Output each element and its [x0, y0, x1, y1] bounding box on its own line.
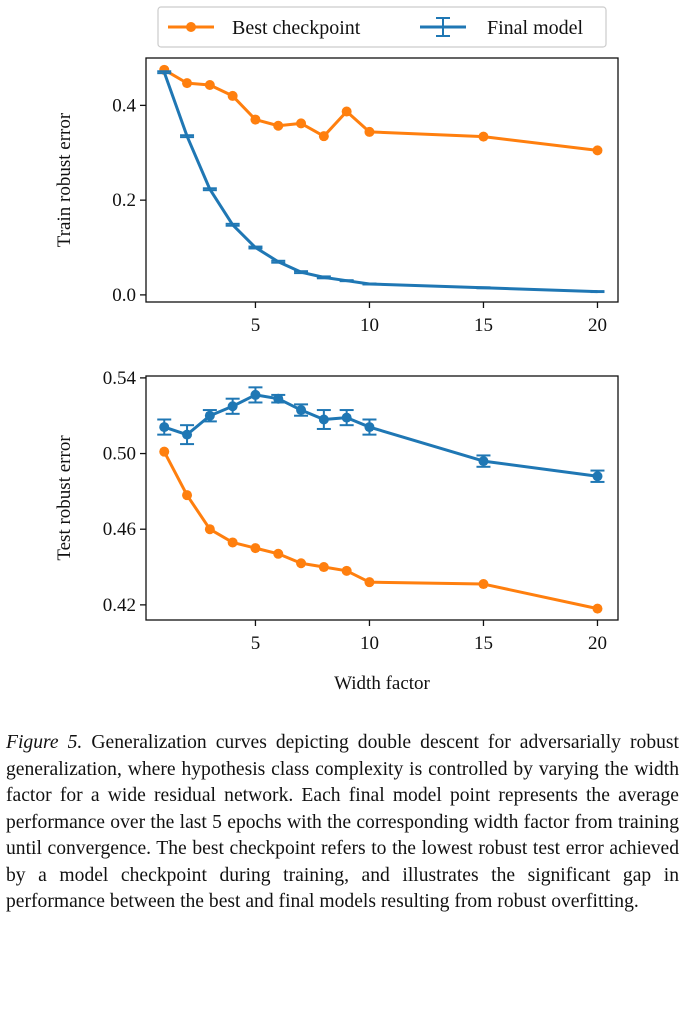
test-error-point-best-checkpoint: [364, 577, 375, 588]
train-error-ylabel: Train robust error: [54, 112, 75, 247]
test-error-point-final-model: [592, 471, 603, 482]
train-error-xtick-label: 5: [251, 315, 261, 336]
train-error-point-best-checkpoint: [250, 114, 261, 125]
test-error-point-final-model: [318, 414, 329, 425]
caption-text: Generalization curves depicting double d…: [6, 732, 679, 912]
test-error-point-best-checkpoint: [182, 490, 193, 501]
train-error-line-best-checkpoint: [163, 68, 598, 152]
test-error-point-final-model: [478, 456, 489, 467]
test-error-marks: [157, 386, 605, 614]
train-error-line-final-model: [162, 71, 598, 294]
legend-entry-best-checkpoint: Best checkpoint: [168, 17, 361, 39]
test-error-xtick-label: 20: [588, 633, 607, 654]
test-error-point-final-model: [250, 389, 261, 400]
train-error-xtick-label: 10: [360, 315, 379, 336]
train-error-point-best-checkpoint: [341, 106, 352, 117]
train-error-ytick-label: 0.4: [112, 95, 136, 116]
train-error-point-best-checkpoint: [478, 131, 489, 142]
legend-marker-best-checkpoint: [186, 22, 196, 32]
test-error-point-best-checkpoint: [273, 548, 284, 559]
legend-entry-final-model: Final model: [420, 17, 584, 39]
test-error-xlabel: Width factor: [334, 673, 430, 694]
legend: Best checkpoint Final model: [157, 6, 607, 48]
test-error-ylabel: Test robust error: [54, 435, 75, 561]
legend-frame: [157, 6, 607, 48]
test-error-ytick-label: 0.46: [103, 519, 136, 540]
train-error-marks: [157, 64, 605, 294]
train-error-axes-frame: [145, 57, 619, 303]
test-error-point-best-checkpoint: [341, 565, 352, 576]
test-error-point-final-model: [341, 412, 352, 423]
figure: Best checkpoint Final model 5 10 15 20 0.0 0.…: [54, 6, 619, 694]
train-error-ticks: 5 10 15 20 0.0 0.2 0.4: [112, 95, 607, 336]
test-error-ticks: 5 10 15 20 0.42 0.46 0.50 0.54: [103, 368, 607, 654]
test-error-point-best-checkpoint: [204, 524, 215, 535]
train-error-point-best-checkpoint: [227, 90, 238, 101]
test-error-xtick-label: 15: [474, 633, 493, 654]
test-error-point-final-model: [227, 401, 238, 412]
legend-label-final-model: Final model: [487, 17, 584, 39]
train-error-point-best-checkpoint: [204, 80, 215, 91]
test-error-point-final-model: [273, 393, 284, 404]
test-error-ytick-label: 0.42: [103, 595, 136, 616]
test-error-point-final-model: [204, 410, 215, 421]
test-error-point-best-checkpoint: [478, 579, 489, 590]
test-error-ytick-label: 0.54: [103, 368, 137, 389]
train-error-xtick-label: 15: [474, 315, 493, 336]
test-error-point-best-checkpoint: [318, 562, 329, 573]
test-error-point-final-model: [296, 405, 307, 416]
test-error-panel: 5 10 15 20 0.42 0.46 0.50 0.54 Test robust erro…: [54, 368, 619, 694]
train-error-point-best-checkpoint: [364, 126, 375, 137]
train-error-point-best-checkpoint: [318, 131, 329, 142]
test-error-ytick-label: 0.50: [103, 444, 136, 465]
test-error-point-final-model: [159, 422, 170, 433]
figure-caption: Figure 5. Generalization curves depictin…: [6, 730, 679, 916]
test-error-line-best-checkpoint: [162, 450, 598, 611]
train-error-ytick-label: 0.2: [112, 190, 136, 211]
test-error-point-best-checkpoint: [227, 537, 238, 548]
test-error-axes-frame: [145, 375, 619, 621]
test-error-xtick-label: 10: [360, 633, 379, 654]
train-error-point-best-checkpoint: [273, 120, 284, 131]
test-error-point-final-model: [182, 429, 193, 440]
test-error-point-best-checkpoint: [159, 446, 170, 457]
train-error-ytick-label: 0.0: [112, 285, 136, 306]
test-error-point-best-checkpoint: [592, 603, 603, 614]
test-error-point-best-checkpoint: [296, 558, 307, 569]
train-error-point-best-checkpoint: [592, 145, 603, 156]
test-error-point-best-checkpoint: [250, 543, 261, 554]
train-error-point-best-checkpoint: [296, 118, 307, 129]
test-error-point-final-model: [364, 422, 375, 433]
train-error-xtick-label: 20: [588, 315, 607, 336]
train-error-point-best-checkpoint: [182, 78, 193, 89]
caption-label: Figure 5.: [6, 732, 83, 753]
test-error-xtick-label: 5: [251, 633, 261, 654]
legend-label-best-checkpoint: Best checkpoint: [232, 17, 361, 39]
train-error-panel: 5 10 15 20 0.0 0.2 0.4 Train robust error: [54, 57, 619, 336]
